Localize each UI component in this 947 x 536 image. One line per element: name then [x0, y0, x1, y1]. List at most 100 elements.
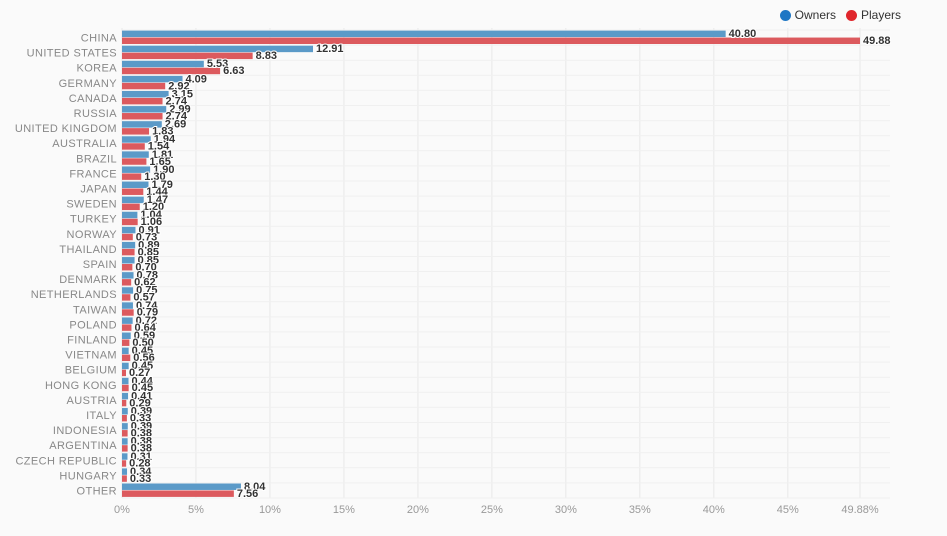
owners-value-label: 1.81 — [152, 149, 173, 161]
owners-bar — [122, 257, 135, 264]
owners-value-label: 12.91 — [316, 43, 344, 55]
owners-value-label: 0.31 — [130, 451, 151, 463]
category-label: CZECH REPUBLIC — [15, 455, 117, 467]
players-value-label: 1.20 — [143, 201, 164, 213]
players-value-label: 2.92 — [168, 80, 189, 92]
players-value-label: 1.30 — [144, 171, 165, 183]
players-bar — [122, 82, 166, 90]
legend-item-owners[interactable]: Owners — [779, 8, 836, 22]
owners-bar — [122, 151, 149, 158]
category-label: INDONESIA — [53, 425, 117, 437]
players-value-label: 0.38 — [131, 443, 152, 455]
x-tick-label: 5% — [188, 504, 204, 516]
category-label: THAILAND — [59, 244, 117, 256]
owners-bar — [122, 483, 241, 490]
owners-value-label: 1.94 — [154, 134, 176, 146]
owners-value-label: 0.72 — [136, 315, 157, 327]
category-label: NORWAY — [67, 229, 118, 241]
players-bar — [122, 113, 163, 120]
legend-players-dot — [845, 9, 857, 21]
category-label: VIETNAM — [65, 350, 117, 362]
owners-bar — [122, 468, 128, 475]
owners-value-label: 0.39 — [131, 421, 152, 433]
x-tick-label: 49.88% — [841, 504, 879, 516]
players-value-label: 0.29 — [129, 397, 150, 409]
x-tick-label: 45% — [777, 504, 799, 516]
value-labels: 40.8049.8812.918.835.536.634.092.923.152… — [128, 27, 892, 501]
players-bar — [122, 143, 145, 150]
owners-bar — [122, 166, 151, 173]
x-tick-label: 10% — [259, 504, 281, 516]
players-value-label: 0.33 — [130, 412, 151, 424]
owners-bar — [122, 423, 128, 430]
category-label: HONG KONG — [45, 380, 117, 392]
owners-value-label: 1.90 — [153, 164, 174, 176]
players-value-label: 2.74 — [166, 110, 188, 122]
owners-value-label: 0.75 — [136, 285, 157, 297]
category-label: FINLAND — [67, 334, 117, 346]
players-value-label: 1.06 — [141, 216, 162, 228]
owners-value-label: 0.45 — [132, 360, 153, 372]
owners-bar — [122, 392, 129, 400]
owners-bar — [122, 30, 726, 38]
x-tick-label: 20% — [407, 504, 429, 516]
category-label: TURKEY — [70, 214, 117, 226]
players-bar — [122, 460, 127, 467]
owners-value-label: 2.69 — [165, 119, 186, 131]
x-tick-label: 25% — [481, 504, 503, 516]
x-axis-ticks: 0% 5% 10% 15% 20% 25% 30% 35% 40% 45% 49.88% — [114, 504, 879, 516]
players-bar — [122, 128, 150, 135]
players-value-label: 0.50 — [132, 337, 153, 349]
category-label: NETHERLANDS — [31, 289, 117, 301]
legend-players-label: Players — [860, 8, 901, 22]
players-value-label: 1.83 — [152, 126, 173, 138]
players-value-label: 0.28 — [129, 458, 150, 470]
players-bar — [122, 294, 131, 301]
bars — [122, 30, 860, 497]
players-value-label: 0.33 — [130, 473, 151, 485]
players-value-label: 0.62 — [134, 277, 155, 289]
category-label: AUSTRIA — [67, 395, 118, 407]
players-value-label: 2.74 — [166, 95, 188, 107]
players-bar — [122, 354, 131, 362]
owners-bar — [122, 121, 162, 128]
owners-bar — [122, 332, 131, 339]
owners-bar — [122, 196, 144, 204]
players-value-label: 0.45 — [132, 382, 153, 394]
players-value-label: 1.44 — [146, 186, 168, 198]
players-bar — [122, 399, 127, 407]
owners-bar — [122, 287, 134, 294]
category-label: JAPAN — [80, 184, 117, 196]
players-bar — [122, 203, 140, 211]
owners-value-label: 0.44 — [132, 375, 154, 387]
owners-value-label: 1.79 — [151, 179, 172, 191]
players-bar — [122, 248, 135, 256]
category-label: CHINA — [81, 33, 117, 45]
players-bar — [122, 384, 129, 392]
owners-bar — [122, 453, 128, 460]
category-label: OTHER — [77, 485, 118, 497]
owners-value-label: 0.38 — [131, 436, 152, 448]
players-value-label: 0.73 — [136, 231, 157, 243]
owners-bar — [122, 302, 133, 309]
category-label: DENMARK — [59, 274, 117, 286]
owners-bar — [122, 75, 183, 83]
owners-value-label: 4.09 — [186, 73, 207, 85]
category-label: UNITED KINGDOM — [15, 123, 117, 135]
players-value-label: 0.79 — [137, 307, 158, 319]
owners-bar — [122, 438, 128, 445]
owners-bar — [122, 226, 136, 234]
owners-bar — [122, 181, 149, 189]
legend-item-players[interactable]: Players — [845, 8, 901, 22]
players-bar — [122, 218, 138, 226]
players-bar — [122, 369, 126, 377]
players-value-label: 0.38 — [131, 428, 152, 440]
category-label: AUSTRALIA — [52, 138, 117, 150]
owners-bar — [122, 60, 204, 68]
players-value-label: 0.70 — [135, 261, 156, 273]
owners-value-label: 0.74 — [136, 300, 158, 312]
owners-bar — [122, 106, 167, 113]
category-label: BELGIUM — [65, 365, 117, 377]
players-value-label: 0.56 — [133, 352, 154, 364]
